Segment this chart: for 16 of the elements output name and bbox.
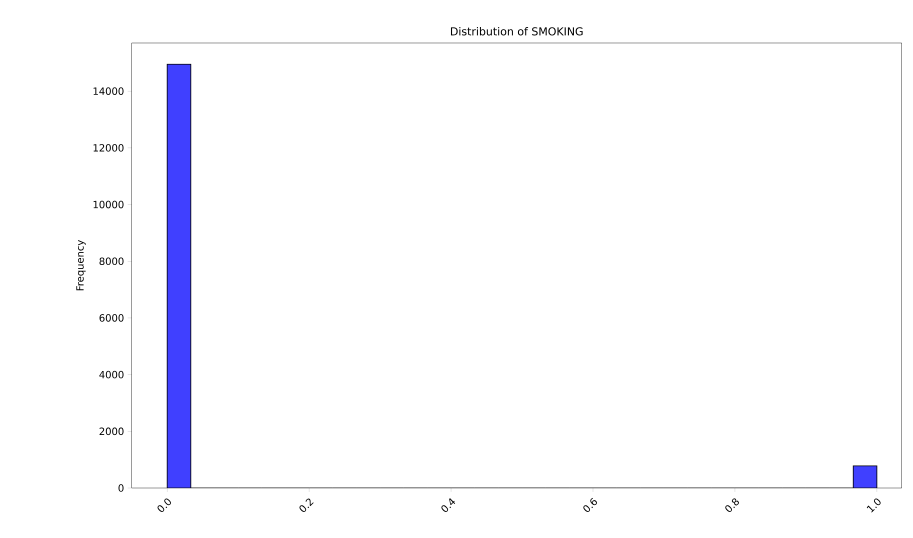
- y-tick-label: 0: [118, 484, 124, 492]
- y-tick-label: 10000: [94, 200, 124, 208]
- y-tick-label: 4000: [99, 370, 124, 378]
- chart-title: Distribution of SMOKING: [450, 27, 583, 36]
- x-tick-label: 0.8: [725, 498, 739, 512]
- x-tick-label: 0.6: [583, 498, 597, 512]
- y-tick-label: 8000: [100, 257, 124, 266]
- x-tick-label: 1.0: [866, 498, 881, 513]
- y-tick-label: 2000: [100, 428, 124, 436]
- x-tick-label: 0.2: [299, 498, 314, 512]
- y-tick-label: 6000: [100, 314, 124, 322]
- y-tick-label: 12000: [94, 144, 124, 152]
- x-tick-label: 0.0: [158, 498, 171, 512]
- x-tick-label: 0.4: [441, 498, 456, 512]
- y-tick-label: 14000: [94, 87, 124, 95]
- y-axis-title: Frequency: [76, 240, 86, 290]
